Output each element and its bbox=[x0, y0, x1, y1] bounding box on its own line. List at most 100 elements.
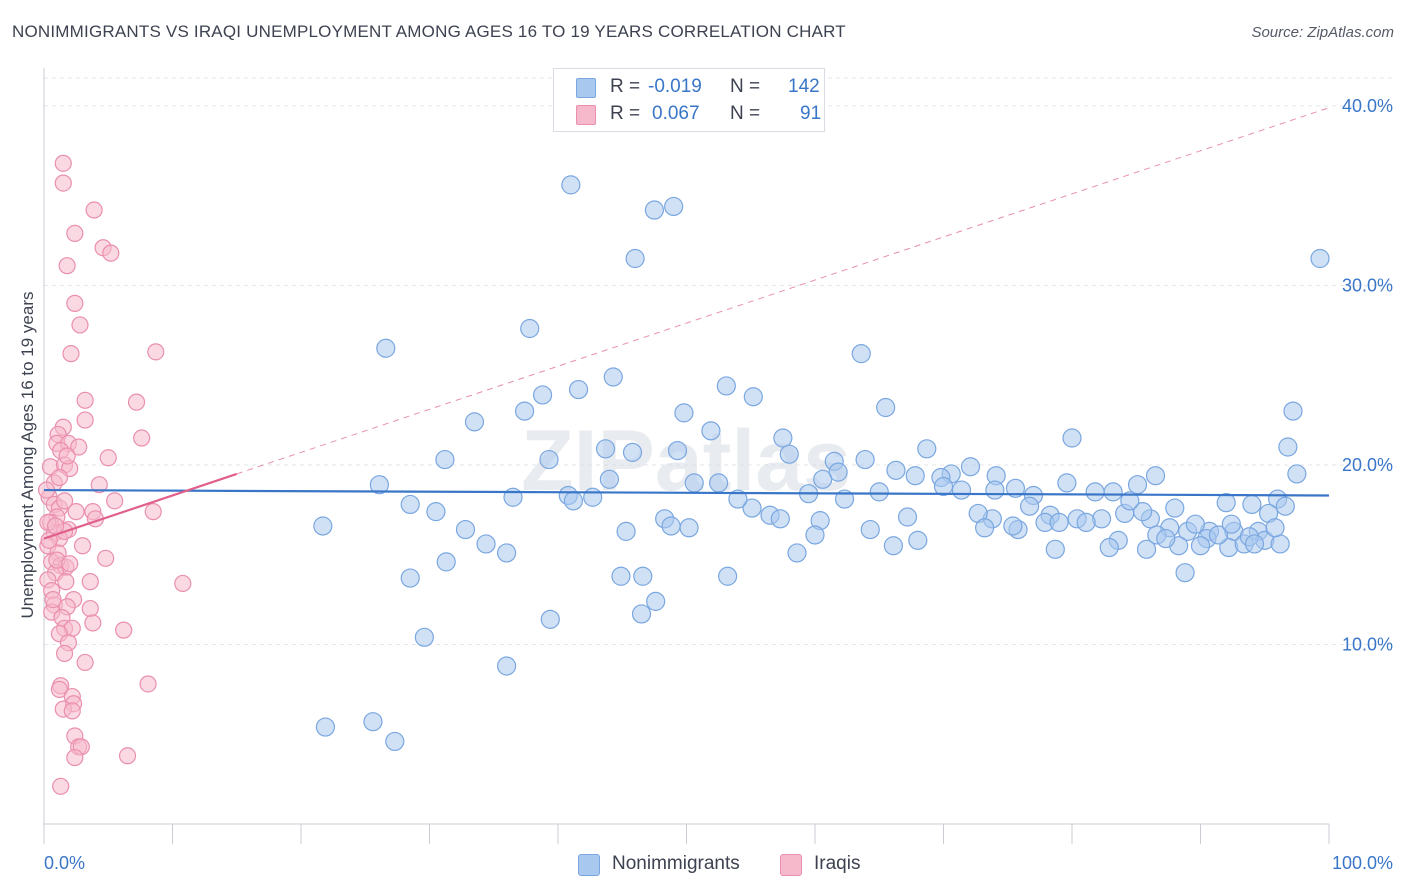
data-point bbox=[709, 473, 729, 493]
n-label: N = bbox=[730, 76, 761, 97]
data-point bbox=[743, 387, 763, 407]
data-point bbox=[81, 573, 99, 591]
data-point bbox=[583, 487, 603, 507]
r-value: 0.067 bbox=[652, 103, 700, 124]
data-point bbox=[1019, 496, 1040, 516]
data-point bbox=[563, 491, 584, 511]
data-point bbox=[540, 609, 560, 629]
data-point bbox=[1244, 534, 1265, 554]
data-point bbox=[520, 318, 540, 339]
x-tick-label-max: 100.0% bbox=[1332, 853, 1393, 873]
data-point bbox=[539, 449, 559, 470]
data-point bbox=[1076, 512, 1096, 533]
data-point bbox=[497, 656, 517, 676]
data-point bbox=[50, 680, 69, 698]
nonimmigrants-swatch bbox=[578, 854, 600, 876]
data-point bbox=[951, 480, 972, 500]
data-point bbox=[1287, 464, 1307, 484]
data-point bbox=[1120, 491, 1140, 511]
data-point bbox=[631, 604, 652, 624]
data-point bbox=[716, 376, 736, 396]
data-point bbox=[115, 621, 133, 639]
data-point bbox=[139, 675, 157, 693]
data-point bbox=[97, 549, 115, 567]
data-point bbox=[84, 614, 102, 632]
data-point bbox=[1085, 482, 1105, 502]
n-label: N = bbox=[730, 103, 761, 124]
data-point bbox=[813, 469, 833, 489]
data-point bbox=[1221, 514, 1241, 534]
data-point bbox=[1133, 502, 1153, 522]
data-point bbox=[63, 702, 81, 720]
data-point bbox=[1057, 473, 1077, 493]
data-point bbox=[455, 519, 476, 540]
data-point bbox=[71, 316, 89, 334]
data-point bbox=[497, 543, 517, 563]
data-point bbox=[603, 367, 623, 387]
data-point bbox=[1103, 482, 1123, 502]
data-point bbox=[67, 503, 85, 521]
data-point bbox=[1156, 528, 1176, 549]
data-point bbox=[646, 591, 666, 611]
data-point bbox=[568, 379, 589, 400]
iraqis-trend-extension bbox=[236, 107, 1330, 475]
data-point bbox=[1190, 536, 1211, 556]
data-point bbox=[46, 517, 65, 535]
data-point bbox=[886, 460, 906, 480]
data-point bbox=[1049, 512, 1069, 533]
data-point bbox=[1216, 493, 1236, 513]
data-point bbox=[44, 590, 62, 609]
data-point bbox=[1275, 496, 1295, 516]
data-point bbox=[476, 534, 496, 554]
data-point bbox=[514, 401, 535, 421]
data-point bbox=[133, 429, 151, 447]
data-point bbox=[1003, 516, 1023, 536]
y-axis-label: Unemployment Among Ages 16 to 19 years bbox=[18, 291, 37, 619]
data-point bbox=[54, 174, 72, 192]
data-point bbox=[66, 294, 84, 312]
y-tick-label: 30.0% bbox=[1342, 275, 1393, 295]
data-point bbox=[1270, 534, 1290, 554]
data-point bbox=[1265, 518, 1285, 538]
data-point bbox=[667, 440, 688, 461]
data-point bbox=[76, 411, 94, 429]
data-point bbox=[76, 653, 94, 672]
data-point bbox=[81, 599, 99, 618]
data-point bbox=[933, 476, 954, 497]
data-point bbox=[118, 747, 137, 765]
data-point bbox=[905, 466, 925, 486]
data-point bbox=[684, 473, 704, 493]
data-point bbox=[66, 748, 84, 767]
data-point bbox=[147, 343, 165, 361]
tick-labels: 10.0% 20.0% 30.0% 40.0% 0.0% 100.0% bbox=[44, 96, 1393, 873]
data-point bbox=[532, 385, 553, 405]
data-point bbox=[400, 494, 420, 515]
data-point bbox=[883, 536, 903, 556]
data-point bbox=[1062, 428, 1082, 448]
legend-label: Iraqis bbox=[814, 853, 861, 874]
data-point bbox=[1045, 539, 1065, 559]
data-point bbox=[363, 712, 383, 732]
iraqis-swatch bbox=[780, 854, 802, 876]
data-point bbox=[174, 574, 192, 593]
legend-label: Nonimmigrants bbox=[612, 853, 740, 874]
data-point bbox=[99, 449, 117, 467]
data-point bbox=[1099, 537, 1119, 558]
iraqis-trend-line bbox=[43, 472, 238, 540]
data-point bbox=[674, 403, 694, 423]
data-point bbox=[985, 480, 1005, 500]
data-point bbox=[718, 566, 738, 586]
data-point bbox=[1165, 498, 1185, 518]
x-tick-label-min: 0.0% bbox=[44, 853, 85, 873]
data-point bbox=[1005, 478, 1026, 498]
nonimmigrants-points bbox=[313, 175, 1330, 752]
y-tick-label: 20.0% bbox=[1342, 455, 1393, 475]
r-label: R = bbox=[610, 103, 641, 124]
data-point bbox=[773, 428, 793, 448]
data-point bbox=[376, 338, 396, 358]
data-point bbox=[426, 502, 446, 522]
data-point bbox=[1127, 475, 1148, 495]
correlation-legend: R = -0.019 N = 142 R = 0.067 N = 91 bbox=[553, 68, 825, 132]
data-point bbox=[52, 777, 70, 795]
